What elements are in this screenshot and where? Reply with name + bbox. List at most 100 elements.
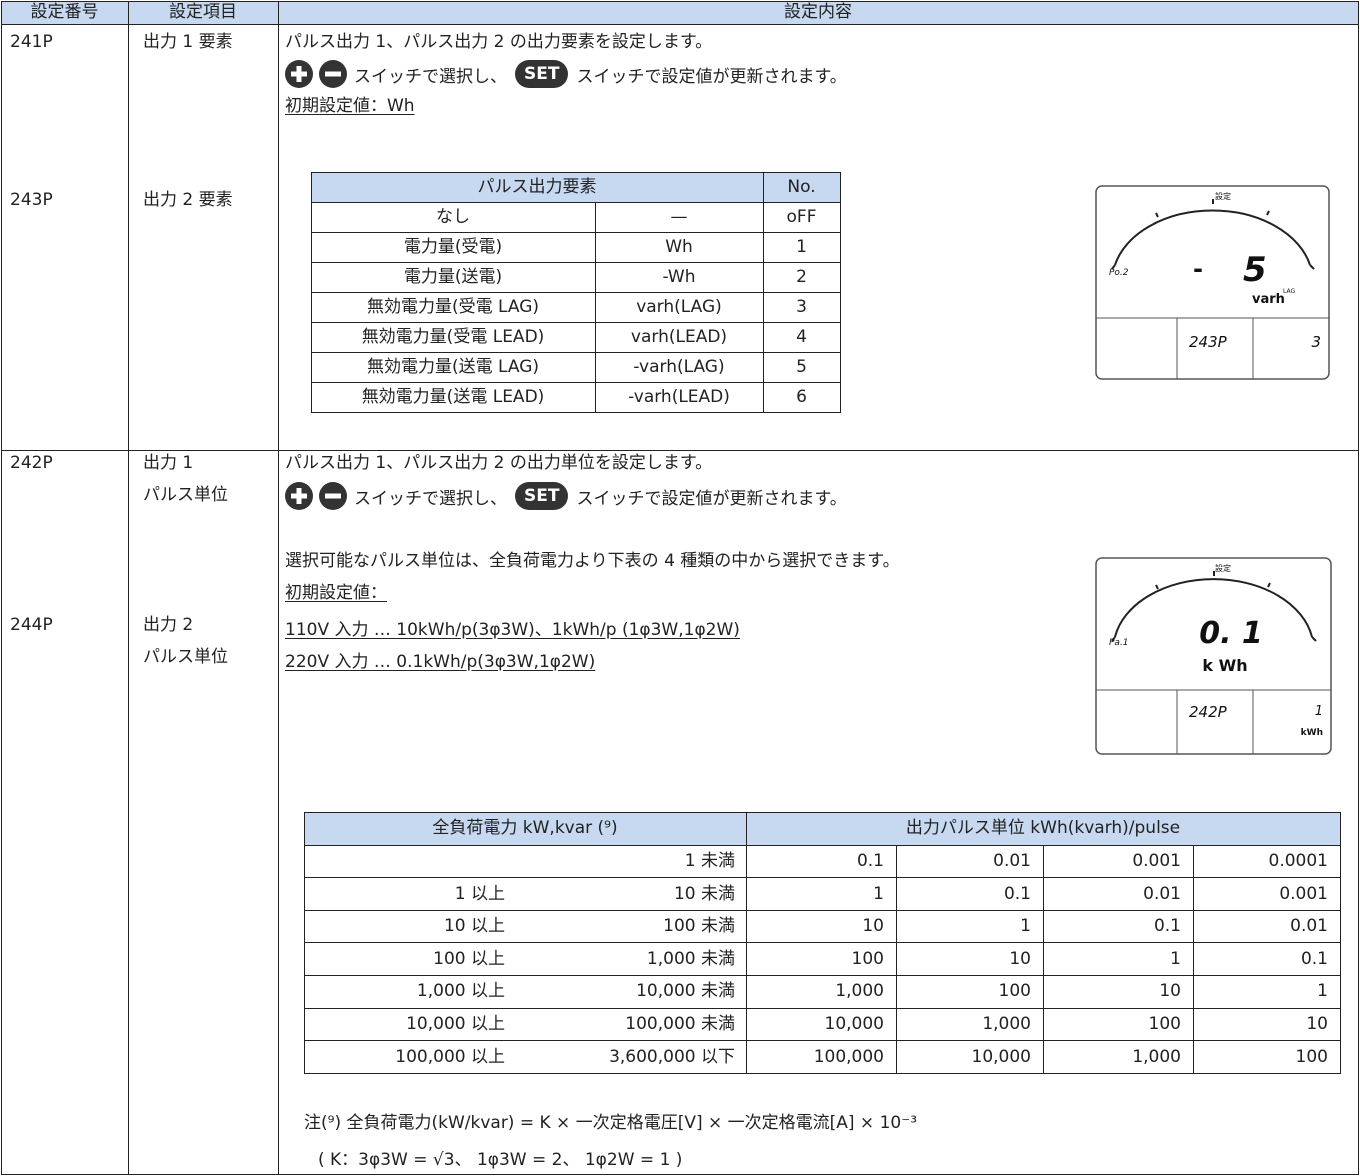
rule <box>304 910 1341 911</box>
rule <box>896 845 897 1074</box>
table-cell: 10 <box>1009 948 1031 969</box>
table-cell: varh(LAG) <box>636 297 722 317</box>
control-line: スイッチで選択し、 SET スイッチで設定値が更新されます。 <box>284 481 847 511</box>
rule <box>304 942 1341 943</box>
note: 注(⁹) 全負荷電力(kW/kvar) = K × 一次定格電圧[V] × 一次… <box>304 1113 918 1133</box>
lcd-display: 設定 Po.2 - 5 varh LAG 243P 3 <box>1095 185 1330 380</box>
table-cell: — <box>670 207 688 227</box>
lcd-label: 設定 <box>1215 563 1231 573</box>
set-badge: SET <box>515 482 569 510</box>
table-cell: 1 <box>1317 981 1328 1002</box>
rule <box>304 975 1341 976</box>
table-cell: 無効電力量(受電 LAG) <box>366 297 540 317</box>
table-cell: 100 <box>998 981 1031 1002</box>
rule <box>304 845 1341 846</box>
table-cell: 100 <box>1148 1013 1181 1034</box>
table-cell: 10,000 <box>971 1046 1031 1067</box>
table-cell: 1 <box>796 237 807 257</box>
rule <box>1340 812 1341 1074</box>
table-cell: 0.001 <box>1279 883 1328 904</box>
table-cell: 無効電力量(送電 LEAD) <box>361 387 545 407</box>
table-cell: 5 <box>796 357 807 377</box>
text: スイッチで選択し、 <box>354 66 507 87</box>
rule <box>311 172 841 173</box>
table-header-background <box>304 812 1340 845</box>
rule <box>595 202 596 413</box>
lcd-unit: varh <box>1252 292 1285 307</box>
table-cell: 100,000 未満 <box>625 1013 735 1034</box>
table-cell: Wh <box>665 237 693 257</box>
table-cell: 10,000 以上 <box>406 1013 505 1034</box>
table-cell: 1,000 未満 <box>646 948 735 969</box>
rule <box>278 1 279 1175</box>
description: パルス出力 1、パルス出力 2 の出力単位を設定します。 <box>285 453 713 473</box>
text: スイッチで選択し、 <box>354 488 507 509</box>
table-cell: 10,000 未満 <box>636 981 735 1002</box>
table-header: 出力パルス単位 kWh(kvarh)/pulse <box>905 818 1181 839</box>
header-cell: 設定番号 <box>30 2 99 22</box>
table-cell: 3 <box>796 297 807 317</box>
rule <box>1 24 1359 25</box>
note: ( K：3φ3W = √3、 1φ3W = 2、 1φ2W = 1 ) <box>318 1150 683 1170</box>
table-header: パルス出力要素 <box>477 177 597 197</box>
lcd-label: 設定 <box>1215 191 1231 201</box>
table-cell: 1 <box>873 883 884 904</box>
table-cell: 0.0001 <box>1268 850 1328 871</box>
table-cell: 10 <box>862 916 884 937</box>
rule <box>746 812 747 1074</box>
table-cell: -varh(LEAD) <box>628 387 730 407</box>
lcd-unit: k Wh <box>1202 656 1247 675</box>
rule <box>311 292 841 293</box>
table-header: 全負荷電力 kW,kvar (⁹) <box>432 818 618 839</box>
text: スイッチで設定値が更新されます。 <box>576 488 847 509</box>
table-cell: 6 <box>796 387 807 407</box>
table-cell: 1 未満 <box>684 850 735 871</box>
minus-icon <box>319 482 347 510</box>
default-value: 110V 入力 … 10kWh/p(3φ3W)、1kWh/p (1φ3W,1φ2… <box>285 620 740 640</box>
setting-number: 241P <box>10 32 53 52</box>
text: スイッチで設定値が更新されます。 <box>576 66 847 87</box>
rule <box>304 1040 1341 1041</box>
table-cell: 100 <box>851 948 884 969</box>
rule <box>311 232 841 233</box>
rule <box>763 172 764 413</box>
table-cell: 10 <box>1306 1013 1328 1034</box>
table-cell: 無効電力量(送電 LAG) <box>366 357 540 377</box>
table-cell: -Wh <box>662 267 696 287</box>
table-cell: 0.01 <box>1143 883 1181 904</box>
setting-item: 出力 1 要素 <box>143 32 233 52</box>
table-cell: 0.01 <box>1290 916 1328 937</box>
table-cell: 電力量(受電) <box>403 237 503 257</box>
lcd-code: 242P <box>1189 703 1228 721</box>
rule <box>304 812 1341 813</box>
rule <box>1358 1 1359 1175</box>
table-cell: 2 <box>796 267 807 287</box>
table-cell: 4 <box>796 327 807 347</box>
table-cell: oFF <box>786 207 817 227</box>
table-cell: 1,000 <box>982 1013 1031 1034</box>
description: パルス出力 1、パルス出力 2 の出力要素を設定します。 <box>285 32 713 52</box>
rule <box>1 1 2 1175</box>
table-cell: 10 <box>1159 981 1181 1002</box>
lcd-code: 243P <box>1189 333 1228 351</box>
rule <box>128 1 129 1175</box>
table-cell: 0.1 <box>1153 916 1181 937</box>
table-cell: 10 以上 <box>443 916 505 937</box>
table-cell: 100 以上 <box>433 948 505 969</box>
control-line: スイッチで選択し、 SET スイッチで設定値が更新されます。 <box>284 59 847 89</box>
lcd-unit-sup: LAG <box>1283 288 1295 295</box>
plus-icon <box>285 60 313 88</box>
rule <box>304 877 1341 878</box>
rule <box>840 172 841 413</box>
header-cell: 設定内容 <box>784 2 852 22</box>
lcd-channel: Pa.1 <box>1109 638 1129 648</box>
setting-item: パルス単位 <box>143 485 228 505</box>
lcd-setting-unit: kWh <box>1301 728 1323 738</box>
table-cell: 0.001 <box>1132 850 1181 871</box>
table-cell: 0.01 <box>993 850 1031 871</box>
plus-icon <box>285 482 313 510</box>
set-badge: SET <box>515 60 569 88</box>
rule <box>1043 845 1044 1074</box>
rule <box>304 1073 1341 1074</box>
